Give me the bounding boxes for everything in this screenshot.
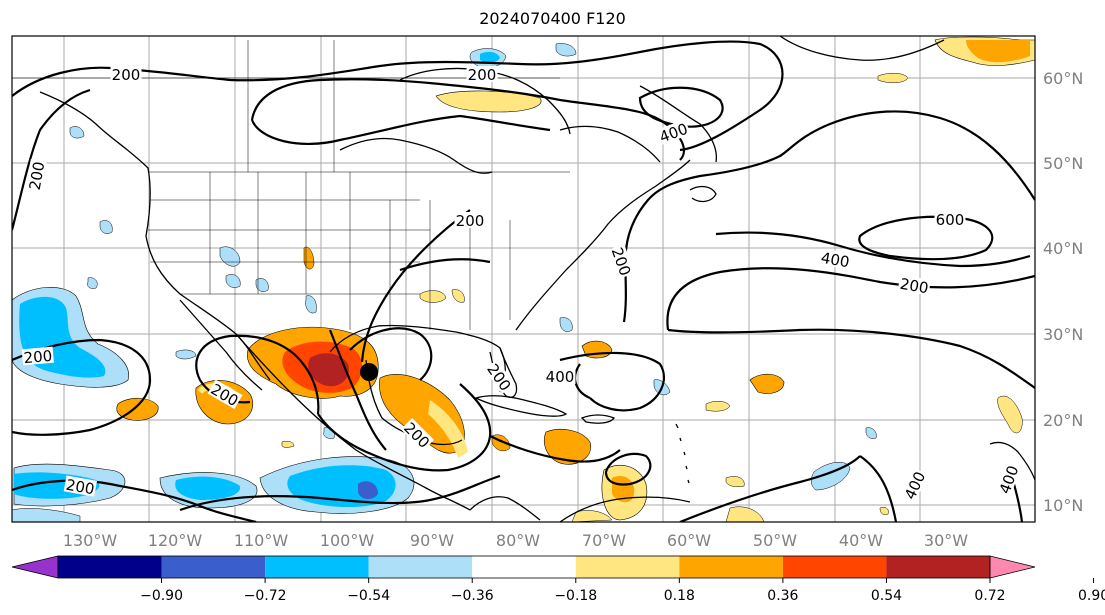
contour-label: 200: [899, 275, 930, 298]
latitude-axis: 60°N 50°N 40°N 30°N 20°N 10°N: [1043, 69, 1083, 515]
colorbar: −0.90 −0.72 −0.54 −0.36 −0.18 0.18 0.36 0.54 0.7…: [11, 555, 1105, 604]
contour-label: 200: [468, 66, 497, 84]
longitude-label: 80°W: [496, 531, 540, 550]
contour-label: 200: [65, 476, 96, 499]
colorbar-tick-label: −0.72: [244, 588, 287, 604]
storm-center-marker: [360, 363, 378, 381]
longitude-label: 50°W: [753, 531, 797, 550]
coastlines: [39, 36, 1035, 522]
colorbar-segment: [368, 556, 473, 578]
latitude-label: 30°N: [1043, 325, 1083, 344]
contour-lines: [12, 40, 1035, 522]
map-frame: [11, 35, 1036, 523]
latitude-label: 10°N: [1043, 496, 1083, 515]
contour-label: 400: [820, 249, 851, 272]
colorbar-tick-label: 0.54: [871, 588, 902, 604]
longitude-label: 70°W: [582, 531, 626, 550]
latitude-label: 50°N: [1043, 154, 1083, 173]
longitude-label: 130°W: [63, 531, 118, 550]
colorbar-segment: [575, 556, 680, 578]
contour-label: 200: [26, 160, 49, 191]
longitude-label: 60°W: [667, 531, 711, 550]
longitude-label: 120°W: [148, 531, 203, 550]
colorbar-tick-label: −0.36: [451, 588, 494, 604]
colorbar-segment: [886, 556, 990, 578]
contour-label: 400: [546, 368, 575, 386]
longitude-label: 30°W: [924, 531, 968, 550]
colorbar-tick-label: 0.18: [664, 588, 695, 604]
colorbar-segment: [472, 556, 576, 578]
colorbar-segment: [782, 556, 887, 578]
contour-label: 200: [456, 212, 485, 230]
latitude-label: 60°N: [1043, 69, 1083, 88]
map-title: 2024070400 F120: [479, 9, 626, 28]
latitude-label: 40°N: [1043, 239, 1083, 258]
contour-label-group: 200 2002002004006004002002002002002002004…: [21, 66, 1022, 503]
contour-label: 200: [112, 66, 141, 84]
colorbar-tick-label: −0.18: [554, 588, 597, 604]
colorbar-segment: [161, 556, 266, 578]
colorbar-tick-label: −0.54: [347, 588, 390, 604]
colorbar-segment: [265, 556, 369, 578]
graticule: [12, 36, 1035, 522]
colorbar-min-extend: [11, 555, 59, 579]
colorbar-segment: [58, 556, 162, 578]
longitude-label: 90°W: [410, 531, 454, 550]
colorbar-segment: [679, 556, 783, 578]
contour-label: 200: [23, 347, 53, 367]
longitude-label: 110°W: [234, 531, 289, 550]
latitude-label: 20°N: [1043, 411, 1083, 430]
longitude-axis: 130°W 120°W 110°W 100°W 90°W 80°W 70°W 60°W 50°W…: [63, 531, 968, 550]
colorbar-max-extend: [989, 555, 1036, 579]
colorbar-tick-label: 0.90: [1078, 588, 1105, 604]
longitude-label: 100°W: [320, 531, 375, 550]
colorbar-tick-label: −0.90: [140, 588, 183, 604]
longitude-label: 40°W: [839, 531, 883, 550]
contour-label: 600: [936, 211, 965, 229]
colorbar-tick-label: 0.36: [767, 588, 798, 604]
colorbar-tick-label: 0.72: [974, 588, 1005, 604]
